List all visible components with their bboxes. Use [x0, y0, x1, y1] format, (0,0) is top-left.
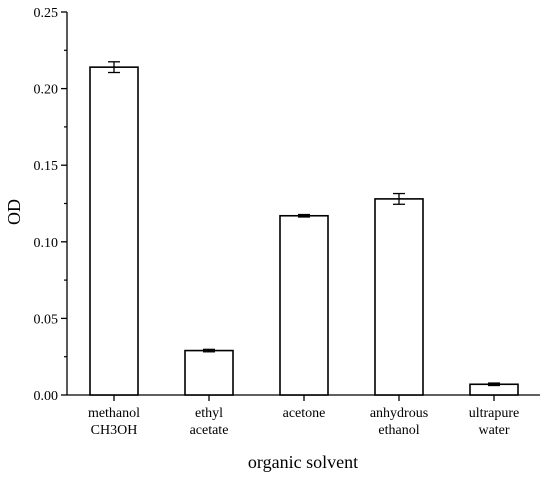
y-tick-label: 0.25 — [34, 6, 59, 21]
x-tick-label: CH3OH — [91, 423, 138, 438]
bars — [89, 66, 519, 396]
y-tick-label: 0.10 — [34, 236, 59, 251]
x-tick-label: ethanol — [378, 423, 419, 438]
y-tick-label: 0.20 — [34, 83, 59, 98]
y-axis-ticks: 0.00 0.05 0.10 0.15 0.20 0.25 — [34, 6, 67, 404]
x-tick-label: acetone — [283, 406, 326, 421]
y-axis-title: OD — [4, 199, 24, 225]
bar — [374, 198, 424, 396]
x-tick-label: water — [478, 423, 509, 438]
bar — [184, 349, 234, 396]
y-tick-label: 0.00 — [34, 389, 59, 404]
x-tick-label: ethyl — [195, 406, 223, 421]
x-tick-label: methanol — [88, 406, 140, 421]
x-tick-label: ultrapure — [469, 406, 520, 421]
x-axis-ticks: methanol CH3OH ethyl acetate acetone anhydrou… — [88, 395, 519, 438]
bar — [89, 66, 139, 396]
x-tick-label: acetate — [190, 423, 229, 438]
x-axis-title: organic solvent — [248, 452, 358, 472]
error-bars — [108, 61, 500, 387]
y-tick-label: 0.15 — [34, 159, 59, 174]
bar — [279, 214, 329, 396]
x-tick-label: anhydrous — [370, 406, 428, 421]
y-tick-label: 0.05 — [34, 312, 59, 327]
